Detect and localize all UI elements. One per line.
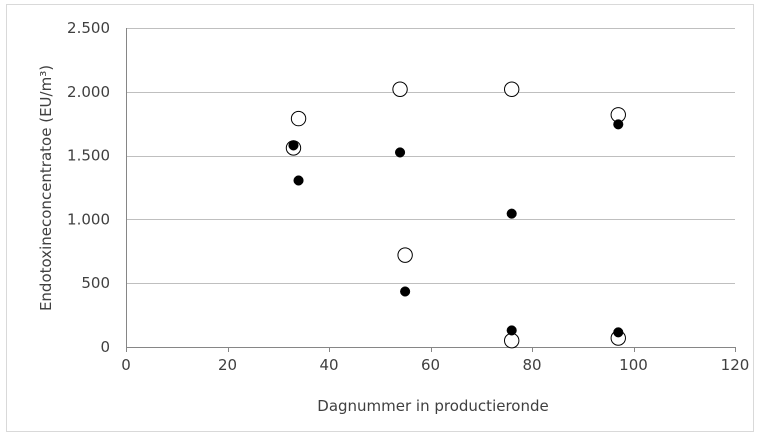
- open-circle-point: [397, 247, 413, 263]
- y-tick-label: 0: [100, 338, 110, 356]
- x-tick-label: 60: [421, 356, 440, 374]
- x-tick-label: 40: [319, 356, 338, 374]
- open-circle-point: [504, 332, 520, 349]
- x-tick-label: 20: [218, 356, 237, 374]
- x-tick-label: 120: [721, 356, 750, 374]
- axes: [126, 28, 736, 352]
- y-tick-label: 1.500: [67, 147, 110, 165]
- filled-circle-point: [613, 327, 624, 338]
- y-tick-label: 1.000: [67, 210, 110, 228]
- tick-labels: 0 500 1.000 1.500 2.000 2.500 0 20 40 60 80 100 120: [67, 19, 749, 374]
- filled-circle-point: [506, 208, 517, 219]
- filled-circle-point: [395, 147, 406, 158]
- x-tick-label: 0: [121, 356, 131, 374]
- y-tick-label: 500: [81, 274, 110, 292]
- y-tick-label: 2.000: [67, 83, 110, 101]
- gridlines: [126, 28, 735, 284]
- data-points: [285, 81, 626, 349]
- filled-circle-point: [613, 119, 624, 130]
- chart-frame: [6, 4, 754, 432]
- x-tick-label: 80: [522, 356, 541, 374]
- open-circle-point: [290, 110, 307, 127]
- filled-circle-point: [288, 140, 299, 151]
- x-tick-label: 100: [619, 356, 648, 374]
- x-axis-title: Dagnummer in productieronde: [317, 397, 548, 415]
- filled-circle-point: [400, 286, 411, 297]
- open-circle-point: [504, 81, 520, 97]
- open-circle-point: [392, 81, 408, 97]
- y-axis-title: Endotoxineconcentratoe (EU/m³): [37, 65, 55, 311]
- filled-circle-point: [293, 175, 304, 186]
- filled-circle-point: [506, 325, 517, 336]
- y-tick-label: 2.500: [67, 19, 110, 37]
